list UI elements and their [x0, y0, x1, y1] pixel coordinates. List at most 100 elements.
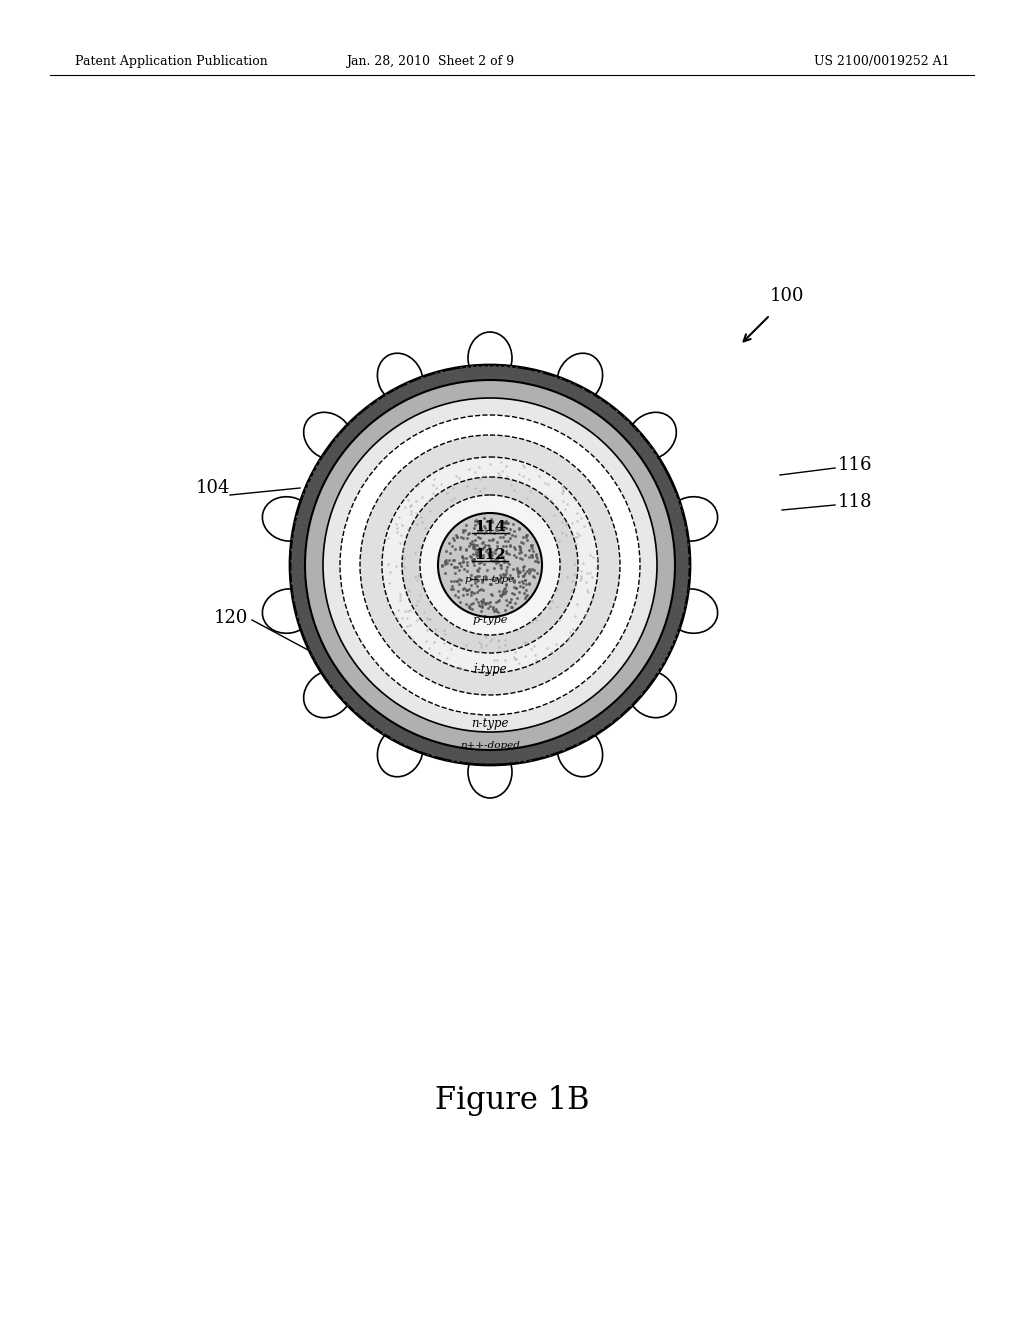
Point	[524, 612, 541, 634]
Point	[402, 495, 419, 516]
Point	[466, 537, 482, 558]
Point	[446, 562, 463, 583]
Point	[517, 569, 534, 590]
Point	[519, 524, 536, 545]
Point	[488, 552, 505, 573]
Point	[565, 618, 582, 639]
Point	[446, 601, 463, 622]
Point	[497, 634, 513, 655]
Point	[449, 570, 465, 591]
Point	[470, 570, 486, 591]
Point	[482, 574, 499, 595]
Point	[492, 564, 508, 585]
Point	[547, 531, 563, 552]
Point	[546, 504, 562, 525]
Point	[514, 549, 530, 570]
Point	[483, 585, 500, 606]
Point	[579, 562, 595, 583]
Point	[468, 510, 484, 531]
Point	[431, 643, 447, 664]
Point	[502, 536, 518, 557]
Point	[487, 591, 504, 612]
Point	[487, 519, 504, 540]
Point	[391, 590, 408, 611]
Point	[408, 503, 424, 524]
Point	[480, 593, 497, 614]
Point	[476, 594, 493, 615]
Point	[516, 569, 532, 590]
Text: 118: 118	[838, 492, 872, 511]
Point	[506, 544, 522, 565]
Point	[577, 605, 593, 626]
Point	[511, 463, 527, 484]
Point	[452, 591, 468, 612]
Point	[508, 648, 524, 669]
Point	[450, 527, 466, 548]
Point	[500, 513, 516, 535]
Point	[487, 568, 504, 589]
Point	[477, 492, 494, 513]
Point	[480, 536, 497, 557]
Point	[507, 525, 523, 546]
Point	[555, 491, 571, 512]
Point	[393, 544, 410, 565]
Point	[572, 566, 589, 587]
Point	[460, 524, 476, 545]
Point	[495, 564, 511, 585]
Point	[489, 520, 506, 541]
Point	[470, 642, 486, 663]
Point	[497, 524, 513, 545]
Point	[466, 549, 482, 570]
Point	[484, 568, 501, 589]
Point	[445, 527, 462, 548]
Point	[473, 517, 489, 539]
Point	[473, 601, 489, 622]
Point	[490, 552, 507, 573]
Point	[454, 527, 470, 548]
Point	[514, 556, 530, 577]
Point	[518, 496, 535, 517]
Point	[580, 581, 596, 602]
Point	[494, 609, 510, 630]
Point	[488, 517, 505, 539]
Point	[459, 475, 475, 496]
Text: 120: 120	[214, 609, 248, 627]
Point	[392, 586, 409, 607]
Point	[446, 487, 463, 508]
Point	[564, 512, 581, 533]
Point	[486, 521, 503, 543]
Point	[568, 511, 585, 532]
Point	[413, 536, 429, 557]
Point	[452, 552, 468, 573]
Point	[473, 552, 489, 573]
Point	[550, 531, 566, 552]
Point	[463, 593, 479, 614]
Point	[537, 562, 553, 583]
Point	[486, 612, 503, 634]
Point	[486, 539, 503, 560]
Ellipse shape	[557, 726, 602, 776]
Point	[471, 557, 487, 578]
Point	[441, 606, 458, 627]
Point	[497, 577, 513, 598]
Point	[493, 544, 509, 565]
Point	[509, 562, 525, 583]
Point	[499, 512, 515, 533]
Point	[515, 457, 531, 478]
Point	[487, 598, 504, 619]
Point	[475, 466, 492, 487]
Point	[520, 469, 537, 490]
Point	[477, 615, 494, 636]
Point	[552, 549, 568, 570]
Point	[478, 591, 495, 612]
Point	[512, 576, 528, 597]
Point	[399, 517, 416, 539]
Point	[450, 527, 466, 548]
Point	[425, 475, 441, 496]
Point	[572, 568, 589, 589]
Point	[471, 511, 487, 532]
Point	[463, 565, 479, 586]
Point	[498, 541, 514, 562]
Point	[524, 558, 541, 579]
Point	[531, 577, 548, 598]
